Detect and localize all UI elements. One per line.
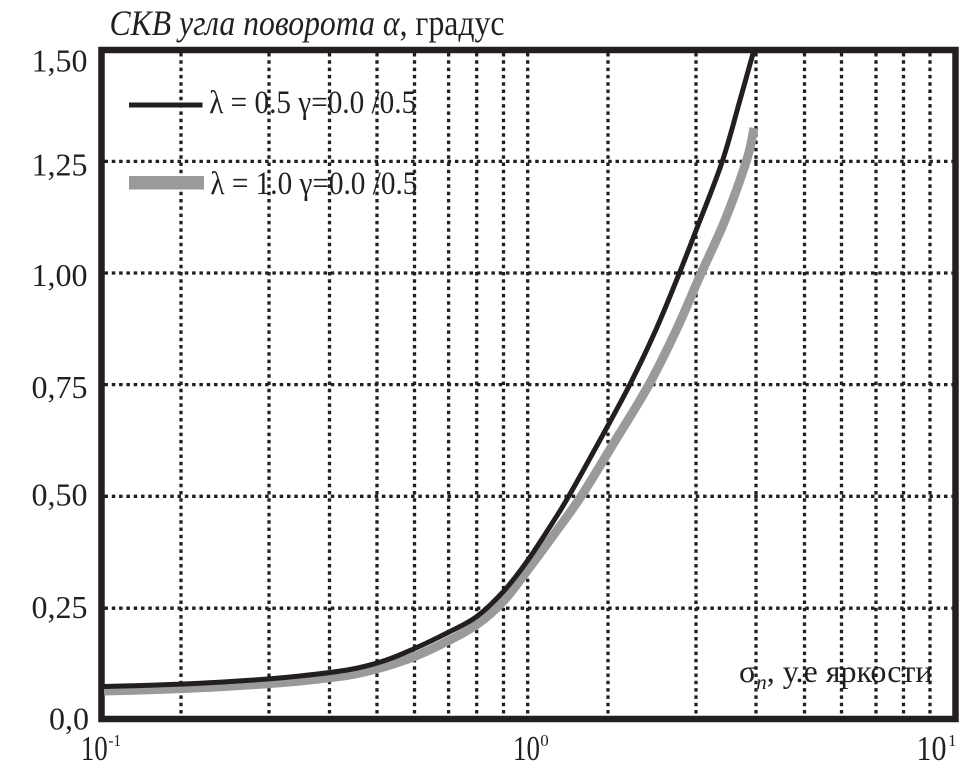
svg-text:0,0: 0,0 bbox=[49, 701, 89, 737]
svg-text:1,00: 1,00 bbox=[32, 257, 88, 293]
svg-text:λ = 1.0 γ=0.0 /0.5: λ = 1.0 γ=0.0 /0.5 bbox=[210, 166, 417, 202]
svg-text:λ = 0.5 γ=0.0 /0.5: λ = 0.5 γ=0.0 /0.5 bbox=[209, 85, 416, 121]
svg-text:0,75: 0,75 bbox=[32, 369, 88, 405]
svg-text:-1: -1 bbox=[109, 731, 122, 750]
svg-text:1: 1 bbox=[948, 731, 957, 750]
svg-text:1,25: 1,25 bbox=[32, 147, 88, 183]
svg-text:0,25: 0,25 bbox=[32, 589, 88, 625]
svg-text:σn, у.е яркости: σn, у.е яркости bbox=[739, 653, 933, 694]
svg-text:1,50: 1,50 bbox=[32, 42, 88, 78]
svg-text:0: 0 bbox=[540, 731, 549, 750]
svg-text:0,50: 0,50 bbox=[32, 476, 88, 512]
svg-text:10: 10 bbox=[81, 729, 108, 768]
svg-text:10: 10 bbox=[513, 729, 540, 768]
svg-text:СКВ угла поворота α, градус: СКВ угла поворота α, градус bbox=[110, 3, 505, 43]
svg-text:10: 10 bbox=[917, 729, 947, 768]
